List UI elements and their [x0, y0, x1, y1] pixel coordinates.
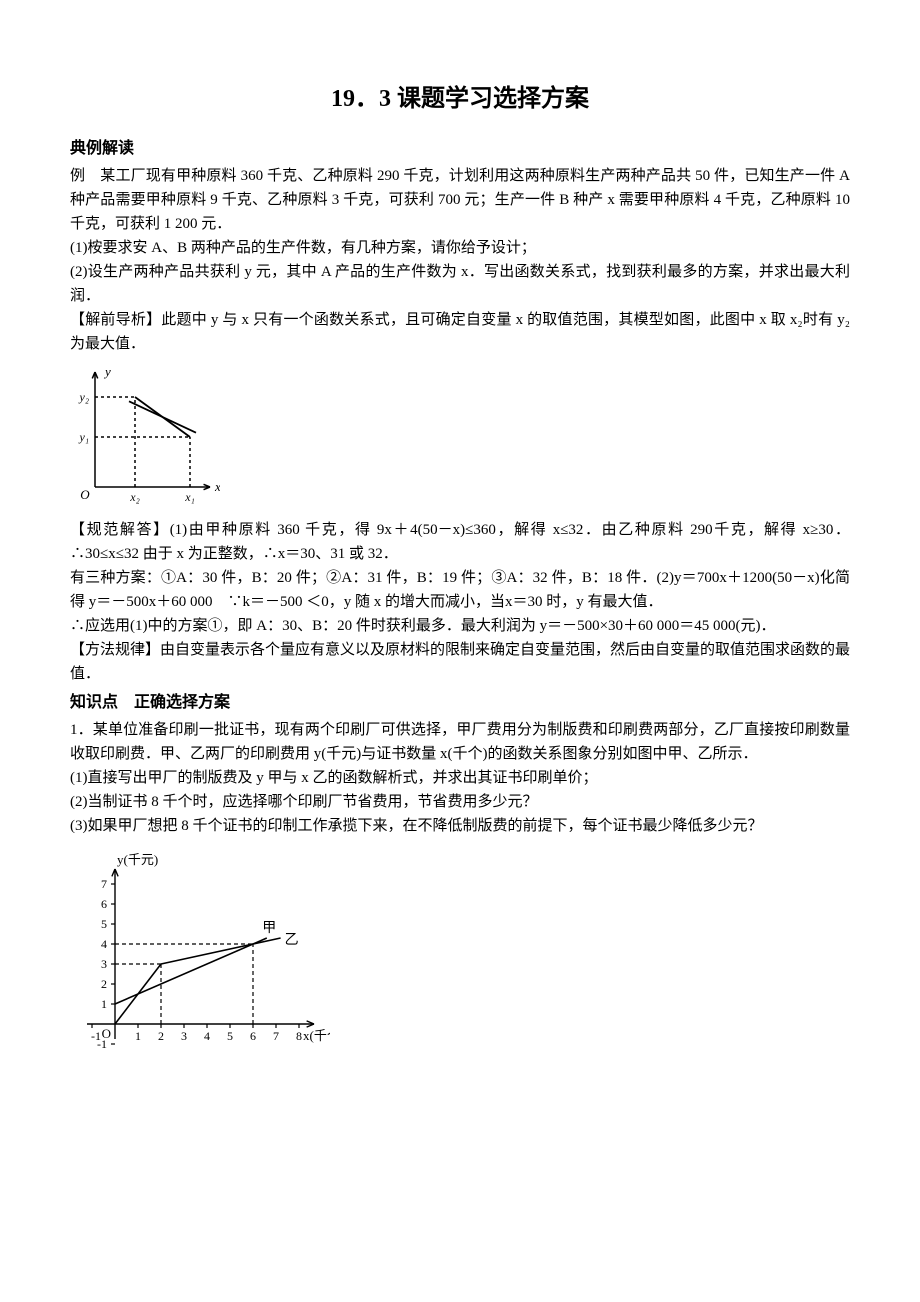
example-paragraph-2: (1)桉要求安 A、B 两种产品的生产件数，有几种方案，请你给予设计；: [70, 236, 850, 260]
example-paragraph-4: 【解前导析】此题中 y 与 x 只有一个函数关系式，且可确定自变量 x 的取值范…: [70, 308, 850, 356]
svg-text:4: 4: [204, 1029, 210, 1043]
svg-text:4: 4: [101, 937, 107, 951]
svg-text:y(千元): y(千元): [117, 852, 158, 867]
svg-text:7: 7: [273, 1029, 279, 1043]
svg-text:5: 5: [101, 917, 107, 931]
svg-text:乙: 乙: [285, 932, 299, 948]
svg-text:O: O: [80, 487, 90, 502]
svg-text:8: 8: [296, 1029, 302, 1043]
example-paragraph-8: 【方法规律】由自变量表示各个量应有意义以及原材料的限制来确定自变量范围，然后由自…: [70, 638, 850, 686]
section-header-knowledge: 知识点 正确选择方案: [70, 690, 850, 716]
svg-text:x: x: [214, 479, 220, 494]
svg-text:y: y: [103, 364, 111, 379]
page-title: 19．3 课题学习选择方案: [70, 80, 850, 118]
example-paragraph-3: (2)设生产两种产品共获利 y 元，其中 A 产品的生产件数为 x．写出函数关系…: [70, 260, 850, 308]
svg-text:x₂: x₂: [129, 490, 140, 504]
svg-text:y₂: y₂: [79, 390, 90, 404]
svg-text:3: 3: [181, 1029, 187, 1043]
svg-text:3: 3: [101, 957, 107, 971]
knowledge-paragraph-4: (3)如果甲厂想把 8 千个证书的印制工作承揽下来，在不降低制版费的前提下，每个…: [70, 814, 850, 838]
figure-2-graph: 12345678-11234567-1Ox(千个)y(千元)甲乙: [70, 844, 330, 1064]
svg-text:2: 2: [158, 1029, 164, 1043]
svg-text:1: 1: [101, 997, 107, 1011]
svg-text:O: O: [102, 1026, 111, 1041]
svg-text:x₁: x₁: [184, 490, 195, 504]
example-paragraph-7: ∴应选用(1)中的方案①，即 A：30、B：20 件时获利最多．最大利润为 y＝…: [70, 614, 850, 638]
svg-text:y₁: y₁: [79, 430, 90, 444]
svg-text:6: 6: [101, 897, 107, 911]
section-header-example: 典例解读: [70, 136, 850, 162]
svg-text:6: 6: [250, 1029, 256, 1043]
svg-text:5: 5: [227, 1029, 233, 1043]
knowledge-paragraph-2: (1)直接写出甲厂的制版费及 y 甲与 x 乙的函数解析式，并求出其证书印刷单价…: [70, 766, 850, 790]
knowledge-paragraph-3: (2)当制证书 8 千个时，应选择哪个印刷厂节省费用，节省费用多少元？: [70, 790, 850, 814]
svg-text:2: 2: [101, 977, 107, 991]
example-paragraph-6: 有三种方案：①A：30 件，B：20 件；②A：31 件，B：19 件；③A：3…: [70, 566, 850, 614]
svg-text:x(千个): x(千个): [303, 1028, 330, 1043]
svg-text:甲: 甲: [262, 921, 276, 936]
knowledge-paragraph-1: 1．某单位准备印刷一批证书，现有两个印刷厂可供选择，甲厂费用分为制版费和印刷费两…: [70, 718, 850, 766]
svg-text:7: 7: [101, 877, 107, 891]
figure-1-graph: Ox y x₂ x₁ y₂ y₁: [70, 362, 220, 512]
example-paragraph-1: 例 某工厂现有甲种原料 360 千克、乙种原料 290 千克，计划利用这两种原料…: [70, 164, 850, 236]
example-paragraph-5: 【规范解答】(1)由甲种原料 360 千克，得 9x＋4(50－x)≤360，解…: [70, 518, 850, 566]
svg-text:1: 1: [135, 1029, 141, 1043]
